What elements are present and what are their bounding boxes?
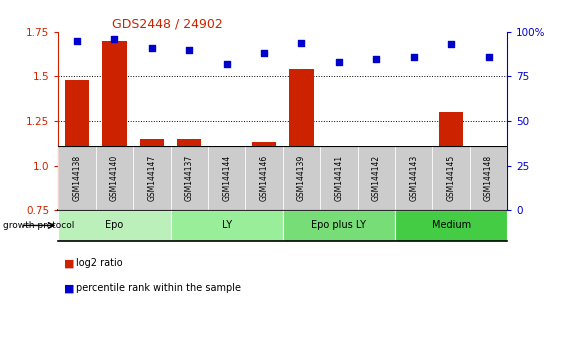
Bar bbox=[65, 80, 89, 210]
Bar bbox=[395, 210, 507, 241]
Text: GSM144142: GSM144142 bbox=[372, 155, 381, 201]
Point bbox=[409, 54, 419, 60]
Text: Epo plus LY: Epo plus LY bbox=[311, 221, 366, 230]
Bar bbox=[320, 147, 357, 210]
Bar bbox=[208, 147, 245, 210]
Bar bbox=[357, 147, 395, 210]
Point bbox=[259, 50, 269, 56]
Bar bbox=[289, 69, 314, 210]
Bar bbox=[58, 147, 96, 210]
Bar bbox=[177, 139, 201, 210]
Bar bbox=[96, 147, 133, 210]
Text: GSM144143: GSM144143 bbox=[409, 155, 418, 201]
Point bbox=[147, 45, 156, 51]
Bar bbox=[283, 147, 320, 210]
Text: LY: LY bbox=[222, 221, 231, 230]
Bar bbox=[476, 176, 501, 210]
Bar bbox=[140, 139, 164, 210]
Point bbox=[297, 40, 306, 45]
Bar bbox=[283, 210, 395, 241]
Point bbox=[72, 38, 82, 44]
Text: GSM144147: GSM144147 bbox=[147, 155, 156, 201]
Text: GSM144140: GSM144140 bbox=[110, 155, 119, 201]
Text: GDS2448 / 24902: GDS2448 / 24902 bbox=[112, 18, 223, 31]
Point bbox=[484, 54, 493, 60]
Bar bbox=[170, 210, 283, 241]
Bar bbox=[58, 210, 170, 241]
Bar bbox=[102, 41, 127, 210]
Bar bbox=[439, 112, 463, 210]
Bar bbox=[433, 147, 470, 210]
Point bbox=[447, 41, 456, 47]
Text: percentile rank within the sample: percentile rank within the sample bbox=[76, 283, 241, 293]
Text: ■: ■ bbox=[64, 283, 75, 293]
Point bbox=[371, 56, 381, 62]
Text: ■: ■ bbox=[64, 258, 75, 268]
Text: Medium: Medium bbox=[431, 221, 470, 230]
Point bbox=[185, 47, 194, 52]
Bar bbox=[364, 176, 388, 210]
Bar bbox=[245, 147, 283, 210]
Bar bbox=[252, 142, 276, 210]
Text: log2 ratio: log2 ratio bbox=[76, 258, 122, 268]
Text: GSM144139: GSM144139 bbox=[297, 155, 306, 201]
Point bbox=[334, 59, 343, 65]
Text: GSM144145: GSM144145 bbox=[447, 155, 455, 201]
Text: GSM144138: GSM144138 bbox=[72, 155, 82, 201]
Bar bbox=[326, 187, 351, 210]
Bar bbox=[402, 153, 426, 210]
Bar bbox=[470, 147, 507, 210]
Text: Epo: Epo bbox=[106, 221, 124, 230]
Text: GSM144141: GSM144141 bbox=[335, 155, 343, 201]
Text: GSM144144: GSM144144 bbox=[222, 155, 231, 201]
Text: GSM144148: GSM144148 bbox=[484, 155, 493, 201]
Text: growth protocol: growth protocol bbox=[3, 221, 74, 230]
Text: GSM144137: GSM144137 bbox=[185, 155, 194, 201]
Point bbox=[222, 61, 231, 67]
Point bbox=[110, 36, 119, 42]
Bar bbox=[133, 147, 170, 210]
Bar bbox=[215, 209, 239, 210]
Bar bbox=[170, 147, 208, 210]
Bar bbox=[395, 147, 433, 210]
Text: GSM144146: GSM144146 bbox=[259, 155, 269, 201]
